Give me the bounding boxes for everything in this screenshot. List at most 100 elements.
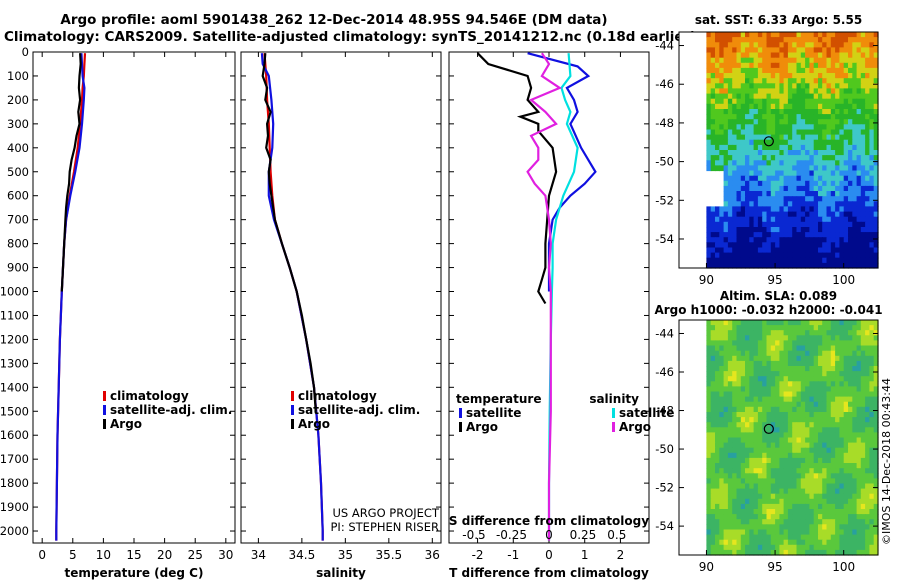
map-cell [822,340,828,347]
legend-swatch [103,405,106,415]
map-cell [766,67,772,74]
map-cell [796,37,802,43]
map-cell [839,386,845,393]
map-cell [809,514,815,520]
map-cell [796,483,802,490]
map-cell [745,139,750,146]
map-cell [856,396,862,403]
map-cell [740,534,746,541]
map-cell [723,509,729,515]
map-cell [710,67,716,74]
map-cell [766,320,772,326]
map-cell [787,366,793,372]
map-cell [839,57,845,64]
map-cell [736,52,742,59]
map-cell [723,483,729,490]
map-cell [835,427,840,433]
map-cell [869,114,875,120]
map-cell [865,335,870,341]
map-cell [796,452,802,459]
map-cell [805,42,810,48]
map-cell [757,463,763,469]
map-cell [800,57,806,64]
map-cell [818,340,823,347]
map-cell [710,350,716,357]
map-cell [732,165,738,172]
map-cell [749,98,755,105]
map-cell [792,150,798,156]
map-cell [869,391,875,398]
map-cell [865,221,870,228]
map-cell [852,83,858,89]
map-cell [715,83,720,89]
map-cell [826,468,832,474]
map-cell [852,503,858,510]
map-cell [719,62,725,69]
map-cell [732,371,738,377]
map-cell [809,534,815,541]
map-cell [839,539,845,546]
map-cell [762,488,768,495]
map-cell [818,93,823,100]
map-cell [869,320,875,326]
map-cell [839,196,845,202]
map-cell [783,185,789,192]
map-cell [869,144,875,151]
map-cell [740,473,746,479]
map-cell [732,335,738,341]
map-cell [757,109,763,115]
map-cell [740,196,746,202]
map-cell [723,129,729,136]
map-cell [762,114,768,120]
s-tick-label: -0.5 [462,528,485,542]
map-cell [732,498,738,505]
map-cell [723,109,729,115]
x-tick-label: 25 [188,548,203,562]
map-cell [762,519,768,525]
lat-tick-label: -50 [655,442,674,456]
map-cell [818,191,823,197]
map-cell [719,139,725,146]
map-cell [873,463,879,469]
map-cell [740,165,746,172]
map-cell [745,237,750,243]
map-cell [757,544,763,551]
map-cell [792,371,798,377]
map-cell [732,360,738,367]
map-cell [822,360,828,367]
map-cell [719,452,725,459]
map-cell [843,371,849,377]
map-cell [818,503,823,510]
map-cell [809,386,815,393]
map-cell [865,32,870,38]
map-cell [762,180,768,187]
map-cell [848,62,853,69]
map-cell [745,42,750,48]
map-cell [753,139,759,146]
map-cell [732,519,738,525]
map-cell [736,109,742,115]
map-cell [775,427,780,433]
map-cell [757,62,763,69]
map-cell [818,252,823,259]
map-cell [770,191,776,197]
map-cell [835,473,840,479]
map-cell [856,201,862,207]
map-cell [860,175,866,182]
map-cell [719,376,725,382]
map-cell [736,391,742,398]
map-cell [835,483,840,490]
map-cell [873,37,879,43]
map-cell [835,57,840,64]
map-cell [848,320,853,326]
map-cell [766,62,772,69]
map-cell [860,381,866,387]
map-cell [839,42,845,48]
map-cell [792,325,798,331]
map-cell [787,119,793,125]
map-cell [813,437,819,444]
map-cell [826,201,832,207]
map-cell [800,242,806,248]
map-cell [770,488,776,495]
map-cell [818,371,823,377]
